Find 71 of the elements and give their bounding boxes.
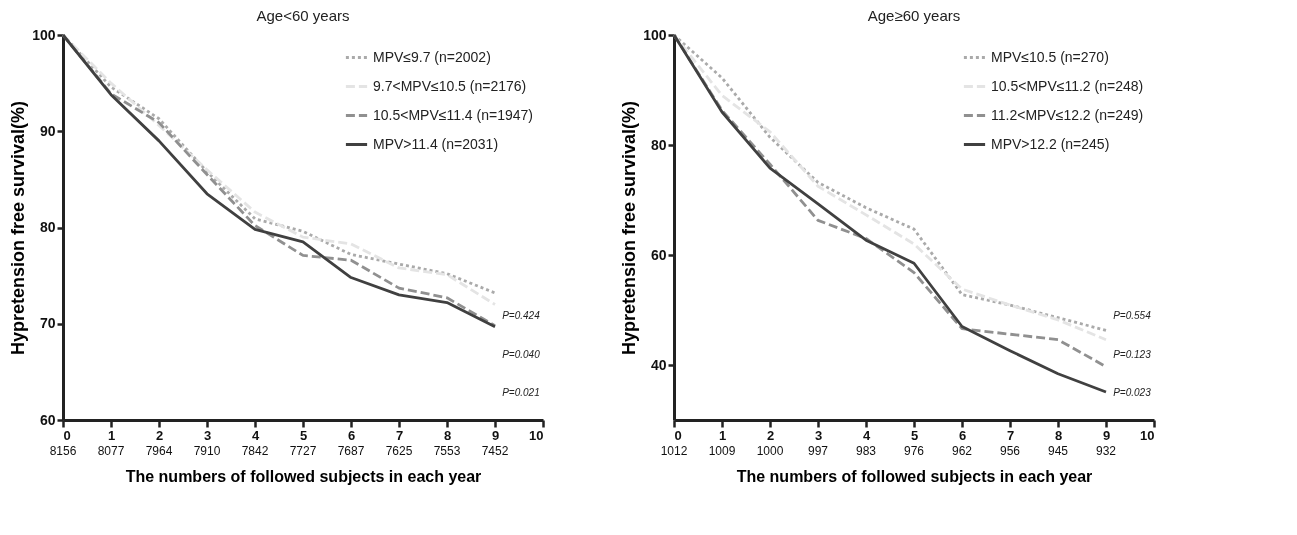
- text: 7687: [337, 444, 365, 458]
- chart-title: Age<60 years: [256, 7, 350, 24]
- text: 962: [951, 444, 973, 458]
- y-tick-label: 100: [32, 26, 56, 43]
- legend-label: 10.5<MPV≤11.4 (n=1947): [373, 106, 533, 123]
- text: 7964: [145, 444, 173, 458]
- text: 1009: [708, 444, 736, 458]
- text: 7842: [241, 444, 269, 458]
- y-tick-label: 70: [39, 315, 56, 332]
- x-tick-label: 7: [395, 427, 404, 443]
- text: 8156: [49, 444, 77, 458]
- legend-label: MPV≤9.7 (n=2002): [373, 48, 491, 65]
- x-tick-label: 0: [63, 427, 71, 443]
- y-tick-label: 80: [650, 136, 667, 153]
- x-tick-label: 9: [1102, 427, 1111, 443]
- annotation: P=0.554: [1113, 310, 1152, 322]
- y-tick-label: 60: [650, 246, 667, 263]
- y-tick-label: 100: [643, 26, 667, 43]
- text: 1000: [756, 444, 784, 458]
- annotation: P=0.424: [502, 310, 541, 322]
- annotation: P=0.123: [1113, 348, 1152, 360]
- text: 7553: [433, 444, 461, 458]
- x-tick-label: 5: [910, 427, 919, 443]
- text: 983: [855, 444, 877, 458]
- y-tick-label: 60: [39, 411, 56, 428]
- x-tick-label: 3: [814, 427, 823, 443]
- x-tick-label: 10: [529, 427, 544, 443]
- x-tick-label: 4: [862, 427, 871, 443]
- text: 7910: [193, 444, 221, 458]
- x-tick-label: 6: [347, 427, 356, 443]
- text: 976: [903, 444, 925, 458]
- text: 7625: [385, 444, 413, 458]
- annotation: P=0.040: [502, 348, 541, 360]
- y-tick-label: 40: [650, 356, 667, 373]
- legend-label: MPV>12.2 (n=245): [991, 135, 1110, 152]
- text: 7727: [289, 444, 317, 458]
- y-tick-label: 90: [39, 122, 56, 139]
- x-tick-label: 9: [491, 427, 500, 443]
- x-tick-label: 5: [299, 427, 308, 443]
- legend-label: 10.5<MPV≤11.2 (n=248): [991, 77, 1144, 94]
- x-tick-label: 1: [718, 427, 727, 443]
- text: 8077: [97, 444, 125, 458]
- y-axis-title: Hypretension free survival(%): [8, 100, 29, 356]
- x-tick-label: 2: [766, 427, 775, 443]
- chart-title: Age≥60 years: [867, 7, 961, 24]
- x-tick-label: 4: [251, 427, 260, 443]
- x-tick-label: 2: [155, 427, 164, 443]
- x-tick-label: 8: [1054, 427, 1063, 443]
- legend-label: MPV≤10.5 (n=270): [991, 48, 1109, 65]
- text: 932: [1095, 444, 1117, 458]
- text: 945: [1047, 444, 1069, 458]
- text: 997: [807, 444, 829, 458]
- legend-label: 11.2<MPV≤12.2 (n=249): [991, 106, 1144, 123]
- legend-label: MPV>11.4 (n=2031): [373, 135, 499, 152]
- y-axis-title: Hypretension free survival(%): [619, 100, 640, 356]
- x-axis-title: The numbers of followed subjects in each year: [736, 467, 1093, 485]
- x-tick-label: 8: [443, 427, 452, 443]
- legend-label: 9.7<MPV≤10.5 (n=2176): [373, 77, 527, 94]
- text: 7452: [481, 444, 509, 458]
- annotation: P=0.023: [1113, 387, 1152, 399]
- x-tick-label: 7: [1006, 427, 1015, 443]
- y-tick-label: 80: [39, 219, 56, 235]
- x-tick-label: 3: [203, 427, 212, 443]
- x-tick-label: 10: [1140, 427, 1155, 443]
- x-axis-title: The numbers of followed subjects in each year: [125, 467, 482, 485]
- x-tick-label: 1: [107, 427, 116, 443]
- x-tick-label: 0: [674, 427, 682, 443]
- annotation: P=0.021: [502, 387, 540, 399]
- text: 956: [999, 444, 1021, 458]
- x-tick-label: 6: [958, 427, 967, 443]
- text: 1012: [660, 444, 688, 458]
